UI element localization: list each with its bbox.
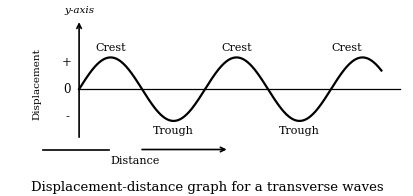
Text: y-axis: y-axis <box>64 5 94 15</box>
Text: Distance: Distance <box>110 156 159 166</box>
Text: Trough: Trough <box>153 126 193 136</box>
Text: 0: 0 <box>63 83 71 96</box>
Text: Trough: Trough <box>278 126 319 136</box>
Text: Crest: Crest <box>330 43 361 53</box>
Text: -: - <box>65 110 69 123</box>
Text: +: + <box>62 56 72 69</box>
Text: Displacement-distance graph for a transverse waves: Displacement-distance graph for a transv… <box>31 181 382 194</box>
Text: Displacement: Displacement <box>32 48 41 120</box>
Text: Crest: Crest <box>95 43 126 53</box>
Text: Crest: Crest <box>221 43 251 53</box>
